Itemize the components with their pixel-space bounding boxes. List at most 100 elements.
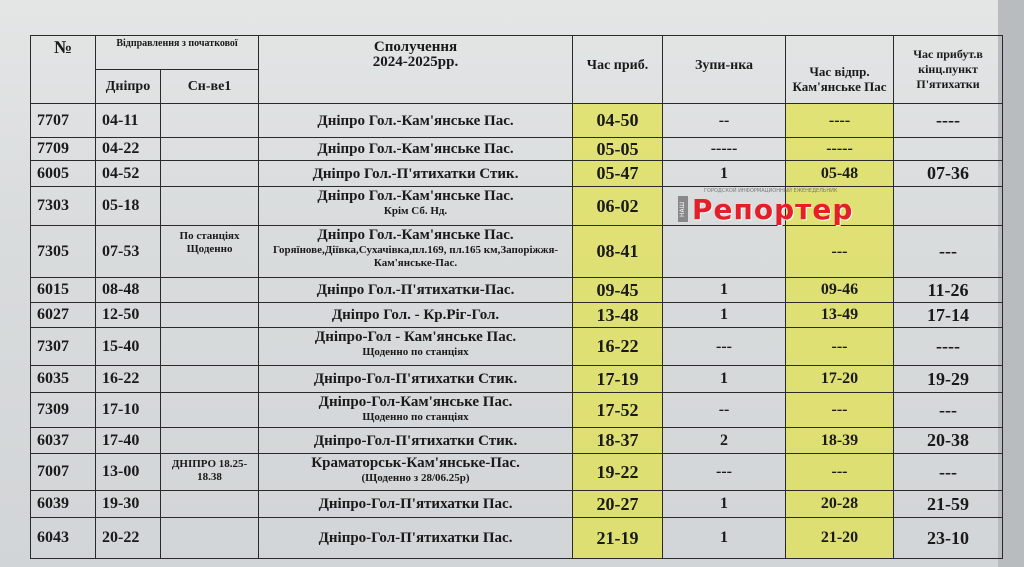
arrival-end: --- bbox=[893, 392, 1004, 428]
header-departure-kamianske: Час відпр. Кам'янське Пас bbox=[785, 35, 895, 104]
departure-snve bbox=[159, 277, 260, 303]
header-route-years: 2024-2025рр. bbox=[372, 54, 459, 70]
route-name: Дніпро Гол.-Кам'янське Пас. bbox=[317, 112, 514, 129]
train-number: 6039 bbox=[30, 490, 96, 518]
arrival-time: 06-02 bbox=[572, 186, 664, 226]
arrival-time: 18-37 bbox=[572, 427, 664, 454]
departure-snve bbox=[159, 302, 260, 328]
header-route-title: Сполучення bbox=[373, 39, 458, 55]
departure-kamianske: --- bbox=[785, 453, 895, 491]
stop-count: 1 bbox=[662, 490, 787, 518]
departure-dnipro: 17-10 bbox=[95, 392, 161, 428]
departure-snve: ДНІПРО 18.25-18.38 bbox=[159, 453, 260, 491]
table-row: 6035 16-22 Дніпро-Гол-П'ятихатки Стик. 17-1… bbox=[30, 365, 1004, 393]
logo-name: Репортер bbox=[692, 193, 854, 226]
table-row: 6043 20-22 Дніпро-Гол-П'ятихатки Пас. 21-19… bbox=[30, 517, 1004, 559]
departure-kamianske: --- bbox=[785, 392, 895, 428]
arrival-end: --- bbox=[893, 453, 1004, 491]
departure-kamianske: 18-39 bbox=[785, 427, 895, 454]
route-note: Щоденно по станціях bbox=[362, 411, 469, 423]
departure-dnipro: 12-50 bbox=[95, 302, 161, 328]
departure-snve bbox=[159, 103, 260, 138]
departure-dnipro: 16-22 bbox=[95, 365, 161, 393]
stop-count: --- bbox=[662, 327, 787, 366]
route-name: Дніпро-Гол-П'ятихатки Стик. bbox=[313, 371, 518, 387]
train-number: 7307 bbox=[30, 327, 96, 366]
arrival-end: 23-10 bbox=[893, 517, 1004, 559]
header-arrival-end: Час прибут.в кінц.пункт П'ятихатки bbox=[893, 35, 1004, 104]
train-timetable: № Відправлення з початкової Сполучення 2… bbox=[30, 35, 1004, 559]
departure-snve bbox=[159, 427, 260, 454]
departure-kamianske: --- bbox=[785, 327, 895, 366]
stop-count: 1 bbox=[662, 517, 787, 559]
arrival-time: 05-47 bbox=[572, 160, 664, 187]
table-row: 7709 04-22 Дніпро Гол.-Кам'янське Пас. 05-0… bbox=[30, 137, 1004, 161]
table-row: 7707 04-11 Дніпро Гол.-Кам'янське Пас. 04-5… bbox=[30, 103, 1004, 138]
departure-kamianske: ---- bbox=[785, 103, 895, 138]
logo-tagline: ГОРОДСКОЙ ИНФОРМАЦИОННЫЙ ЕЖЕНЕДЕЛЬНИК bbox=[704, 188, 838, 194]
train-number: 7707 bbox=[30, 103, 96, 138]
header-route: Сполучення 2024-2025рр. bbox=[258, 35, 574, 104]
arrival-time: 17-52 bbox=[572, 392, 664, 428]
route-cell: Дніпро Гол. - Кр.Ріг-Гол. bbox=[258, 302, 574, 328]
departure-dnipro: 05-18 bbox=[95, 186, 161, 226]
stop-count: 1 bbox=[662, 365, 787, 393]
departure-dnipro: 04-11 bbox=[95, 103, 161, 138]
departure-snve: По станціях Щоденно bbox=[159, 225, 260, 278]
logo-prefix: НАШ bbox=[678, 196, 688, 222]
departure-snve bbox=[159, 137, 260, 161]
departure-kamianske: --- bbox=[785, 225, 895, 278]
route-cell: Дніпро Гол.-Кам'янське Пас. Крім Сб. Нд. bbox=[258, 186, 574, 226]
train-number: 7309 bbox=[30, 392, 96, 428]
route-cell: Дніпро Гол.-Кам'янське Пас. bbox=[258, 137, 574, 161]
departure-snve bbox=[159, 365, 260, 393]
stop-count: -- bbox=[662, 103, 787, 138]
arrival-time: 09-45 bbox=[572, 277, 664, 303]
arrival-time: 13-48 bbox=[572, 302, 664, 328]
header-snve: Сн-ве1 bbox=[159, 69, 260, 104]
route-cell: Дніпро-Гол-П'ятихатки Стик. bbox=[258, 427, 574, 454]
departure-snve bbox=[159, 186, 260, 226]
table-row: 7307 15-40 Дніпро-Гол - Кам'янське Пас. Щод… bbox=[30, 327, 1004, 366]
arrival-end bbox=[893, 186, 1004, 226]
route-cell: Дніпро Гол.-Кам'янське Пас. bbox=[258, 103, 574, 138]
route-cell: Дніпро-Гол-П'ятихатки Пас. bbox=[258, 517, 574, 559]
arrival-end: 19-29 bbox=[893, 365, 1004, 393]
arrival-time: 20-27 bbox=[572, 490, 664, 518]
arrival-end: 17-14 bbox=[893, 302, 1004, 328]
route-cell: Дніпро-Гол-П'ятихатки Пас. bbox=[258, 490, 574, 518]
departure-kamianske: 05-48 bbox=[785, 160, 895, 187]
train-number: 7709 bbox=[30, 137, 96, 161]
route-note: (Щоденно з 28/06.25р) bbox=[361, 472, 470, 484]
table-row: 6039 19-30 Дніпро-Гол-П'ятихатки Пас. 20-27… bbox=[30, 490, 1004, 518]
stop-count: 2 bbox=[662, 427, 787, 454]
table-row: 7305 07-53 По станціях Щоденно Дніпро Гол.-… bbox=[30, 225, 1004, 278]
route-cell: Дніпро-Гол - Кам'янське Пас. Щоденно по с… bbox=[258, 327, 574, 366]
departure-snve bbox=[159, 160, 260, 187]
arrival-time: 21-19 bbox=[572, 517, 664, 559]
table-row: 7309 17-10 Дніпро-Гол-Кам'янське Пас. Щоден… bbox=[30, 392, 1004, 428]
train-number: 7305 bbox=[30, 225, 96, 278]
route-cell: Дніпро Гол.-Кам'янське Пас. Горяїнове,Дії… bbox=[258, 225, 574, 278]
departure-dnipro: 17-40 bbox=[95, 427, 161, 454]
departure-dnipro: 13-00 bbox=[95, 453, 161, 491]
reporter-watermark-logo: НАШ ГОРОДСКОЙ ИНФОРМАЦИОННЫЙ ЕЖЕНЕДЕЛЬНИ… bbox=[678, 188, 898, 224]
route-name: Дніпро-Гол-П'ятихатки Пас. bbox=[318, 530, 513, 546]
stop-count bbox=[662, 225, 787, 278]
arrival-time: 04-50 bbox=[572, 103, 664, 138]
departure-kamianske: ----- bbox=[785, 137, 895, 161]
stop-count: --- bbox=[662, 453, 787, 491]
departure-dnipro: 08-48 bbox=[95, 277, 161, 303]
departure-snve bbox=[159, 327, 260, 366]
route-name: Дніпро Гол.-Кам'янське Пас. bbox=[317, 188, 514, 204]
stop-count: -- bbox=[662, 392, 787, 428]
train-number: 6037 bbox=[30, 427, 96, 454]
departure-dnipro: 15-40 bbox=[95, 327, 161, 366]
departure-snve bbox=[159, 392, 260, 428]
arrival-end: ---- bbox=[893, 103, 1004, 138]
train-number: 6027 bbox=[30, 302, 96, 328]
departure-dnipro: 20-22 bbox=[95, 517, 161, 559]
table-row: 6037 17-40 Дніпро-Гол-П'ятихатки Стик. 18-3… bbox=[30, 427, 1004, 454]
route-name: Дніпро Гол.-Кам'янське Пас. bbox=[317, 227, 514, 243]
departure-kamianske: 13-49 bbox=[785, 302, 895, 328]
